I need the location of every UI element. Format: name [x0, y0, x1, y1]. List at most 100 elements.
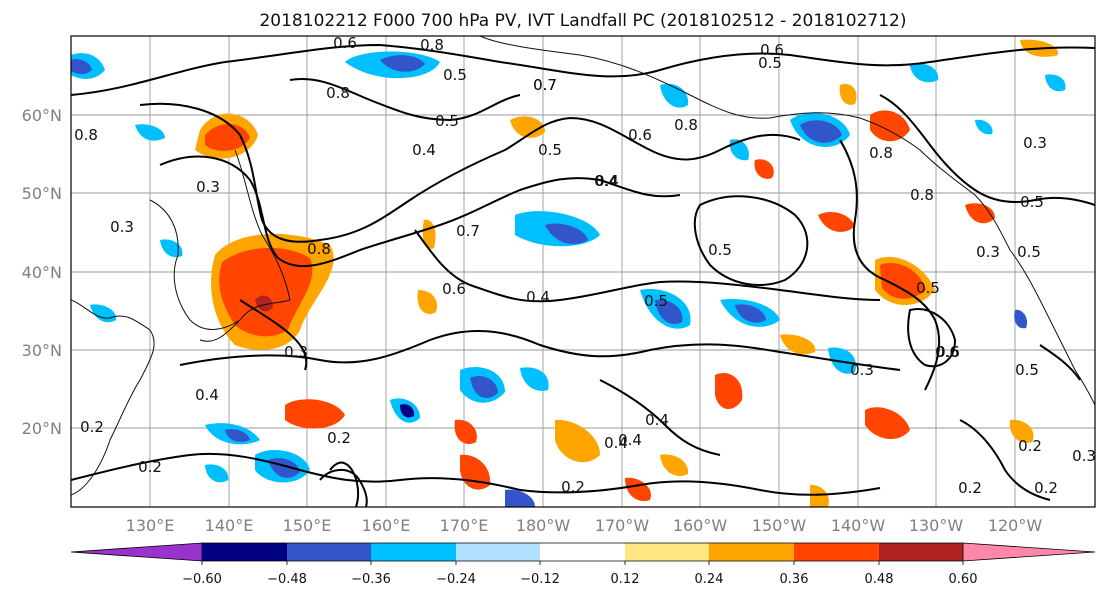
contour-label: 0.5 — [1015, 361, 1039, 379]
contour-label: 0.6 — [442, 280, 466, 298]
colorbar-tick-label: 0.12 — [611, 572, 640, 587]
contour-label: 0.5 — [916, 279, 940, 297]
contour-label: 0.3 — [110, 218, 134, 236]
contour-label: 0.5 — [644, 292, 668, 310]
longitude-label: 130°W — [909, 516, 964, 535]
map-title: 2018102212 F000 700 hPa PV, IVT Landfall… — [259, 11, 906, 31]
contour-label: 0.4 — [604, 434, 628, 452]
contour-label: 0.4 — [412, 141, 436, 159]
colorbar-extend-max — [962, 542, 1096, 562]
contour-0p4-mid — [414, 229, 881, 303]
contour-label: 0.6 — [936, 343, 960, 361]
latitude-label: 20°N — [22, 419, 62, 438]
contour-labels: 0.6 0.8 0.5 0.7 0.8 0.6 0.5 0.7 0.5 0.4 0.5 0.6 0.8 0… — [74, 34, 1095, 497]
contour-label: 0.5 — [435, 112, 459, 130]
contour-0p5-north — [289, 78, 521, 122]
colorbar-segment — [540, 543, 625, 561]
contour-0p6-closed — [907, 308, 957, 368]
colorbar-tick-label: −0.36 — [351, 572, 391, 587]
contour-label: 0.4 — [195, 386, 219, 404]
colorbar-segment — [287, 543, 371, 561]
map-panel: 0.6 0.8 0.5 0.7 0.8 0.6 0.5 0.7 0.5 0.4 0.5 0.6 0.8 0… — [70, 34, 1096, 508]
contour-0p6-north — [71, 43, 1095, 96]
longitude-label: 130°E — [126, 516, 175, 535]
colorbar-segment — [456, 543, 540, 561]
contour-0p5-east — [839, 139, 941, 391]
contour-label: 0.6 — [333, 34, 357, 52]
longitude-label: 140°W — [831, 516, 886, 535]
colorbar-segment — [202, 543, 287, 561]
longitude-label: 120°W — [988, 516, 1043, 535]
colorbar — [70, 542, 1096, 562]
contour-label: 0.4 — [618, 431, 642, 449]
colorbar-tick-label: 0.60 — [949, 572, 978, 587]
positive-pv-anomaly-gulf-alaska — [870, 110, 935, 305]
contour-label: 0.2 — [80, 418, 104, 436]
contour-label: 0.3 — [284, 343, 308, 361]
contour-label: 0.8 — [326, 84, 350, 102]
contour-label: 0.5 — [538, 141, 562, 159]
contour-label: 0.8 — [910, 186, 934, 204]
contour-0p4-se — [599, 379, 721, 456]
contour-label: 0.7 — [533, 76, 557, 94]
contour-label: 0.2 — [1018, 437, 1042, 455]
colorbar-segment — [371, 543, 456, 561]
korea-coastline — [149, 199, 241, 330]
colorbar-segment — [709, 543, 794, 561]
contour-label: 0.5 — [708, 241, 732, 259]
contour-label: 0.7 — [456, 222, 480, 240]
contour-0p3-ne — [879, 94, 1095, 206]
contour-label: 0.4 — [526, 288, 550, 306]
positive-pv-anomaly-east-japan — [211, 233, 334, 350]
longitude-label: 140°E — [205, 516, 254, 535]
longitude-label: 170°W — [595, 516, 650, 535]
contour-label: 0.2 — [561, 478, 585, 496]
colorbar-tick-label: 0.36 — [780, 572, 809, 587]
longitude-label: 170°E — [440, 516, 489, 535]
negative-pv-anomalies — [71, 51, 1066, 507]
colorbar-tick-label: 0.48 — [865, 572, 894, 587]
colorbar-tick-label: −0.60 — [182, 572, 222, 587]
contour-label: 0.6 — [628, 126, 652, 144]
pv-shading — [71, 39, 1066, 507]
asia-coastline — [71, 299, 155, 496]
longitude-labels: 130°E 140°E 150°E 160°E 170°E 180°W 170°W 160°W… — [126, 516, 1043, 535]
contour-0p5-closed — [693, 195, 809, 286]
colorbar-segment — [879, 543, 963, 561]
longitude-label: 150°E — [283, 516, 332, 535]
contour-label: 0.3 — [196, 178, 220, 196]
longitude-label: 160°W — [673, 516, 728, 535]
map-frame — [70, 35, 1096, 508]
contour-label: 0.3 — [976, 243, 1000, 261]
positive-pv-anomaly-manchuria — [195, 113, 258, 159]
contour-label: 0.4 — [595, 172, 619, 190]
japan-coastline — [199, 149, 291, 342]
contour-label: 0.5 — [443, 66, 467, 84]
colorbar-tick-label: −0.48 — [267, 572, 307, 587]
coastlines — [71, 36, 1095, 496]
contour-label: 0.4 — [594, 172, 618, 190]
contour-label: 0.6 — [760, 41, 784, 59]
contour-label: 0.5 — [1020, 193, 1044, 211]
contour-0p3-subtropical — [179, 330, 901, 371]
colorbar-segment — [794, 543, 879, 561]
longitude-label: 180°W — [516, 516, 571, 535]
colorbar-tick-label: 0.24 — [695, 572, 724, 587]
longitude-label: 160°E — [362, 516, 411, 535]
contour-label: 0.8 — [74, 126, 98, 144]
contour-label: 0.8 — [674, 116, 698, 134]
contour-label: 0.8 — [420, 36, 444, 54]
contour-label: 0.8 — [869, 144, 893, 162]
latitude-label: 30°N — [22, 341, 62, 360]
colorbar-tick-label: −0.24 — [436, 572, 476, 587]
latitude-label: 40°N — [22, 263, 62, 282]
colorbar-segment — [625, 543, 709, 561]
longitude-label: 150°W — [752, 516, 807, 535]
contour-0p8-midlat — [139, 102, 801, 243]
alaska-coastline — [479, 36, 1011, 251]
positive-pv-anomaly-subtropical — [285, 39, 1059, 507]
latitude-label: 60°N — [22, 106, 62, 125]
latitude-label: 50°N — [22, 184, 62, 203]
contour-label: 0.2 — [327, 429, 351, 447]
